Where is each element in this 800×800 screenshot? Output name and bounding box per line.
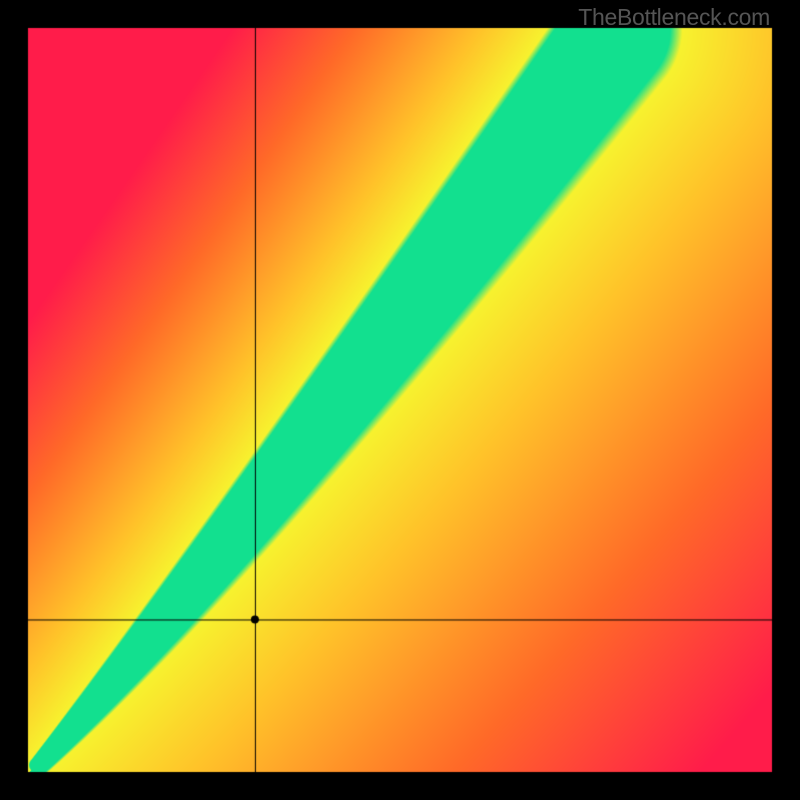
watermark-text: TheBottleneck.com [578, 4, 770, 31]
root-container: TheBottleneck.com [0, 0, 800, 800]
bottleneck-heatmap [0, 0, 800, 800]
